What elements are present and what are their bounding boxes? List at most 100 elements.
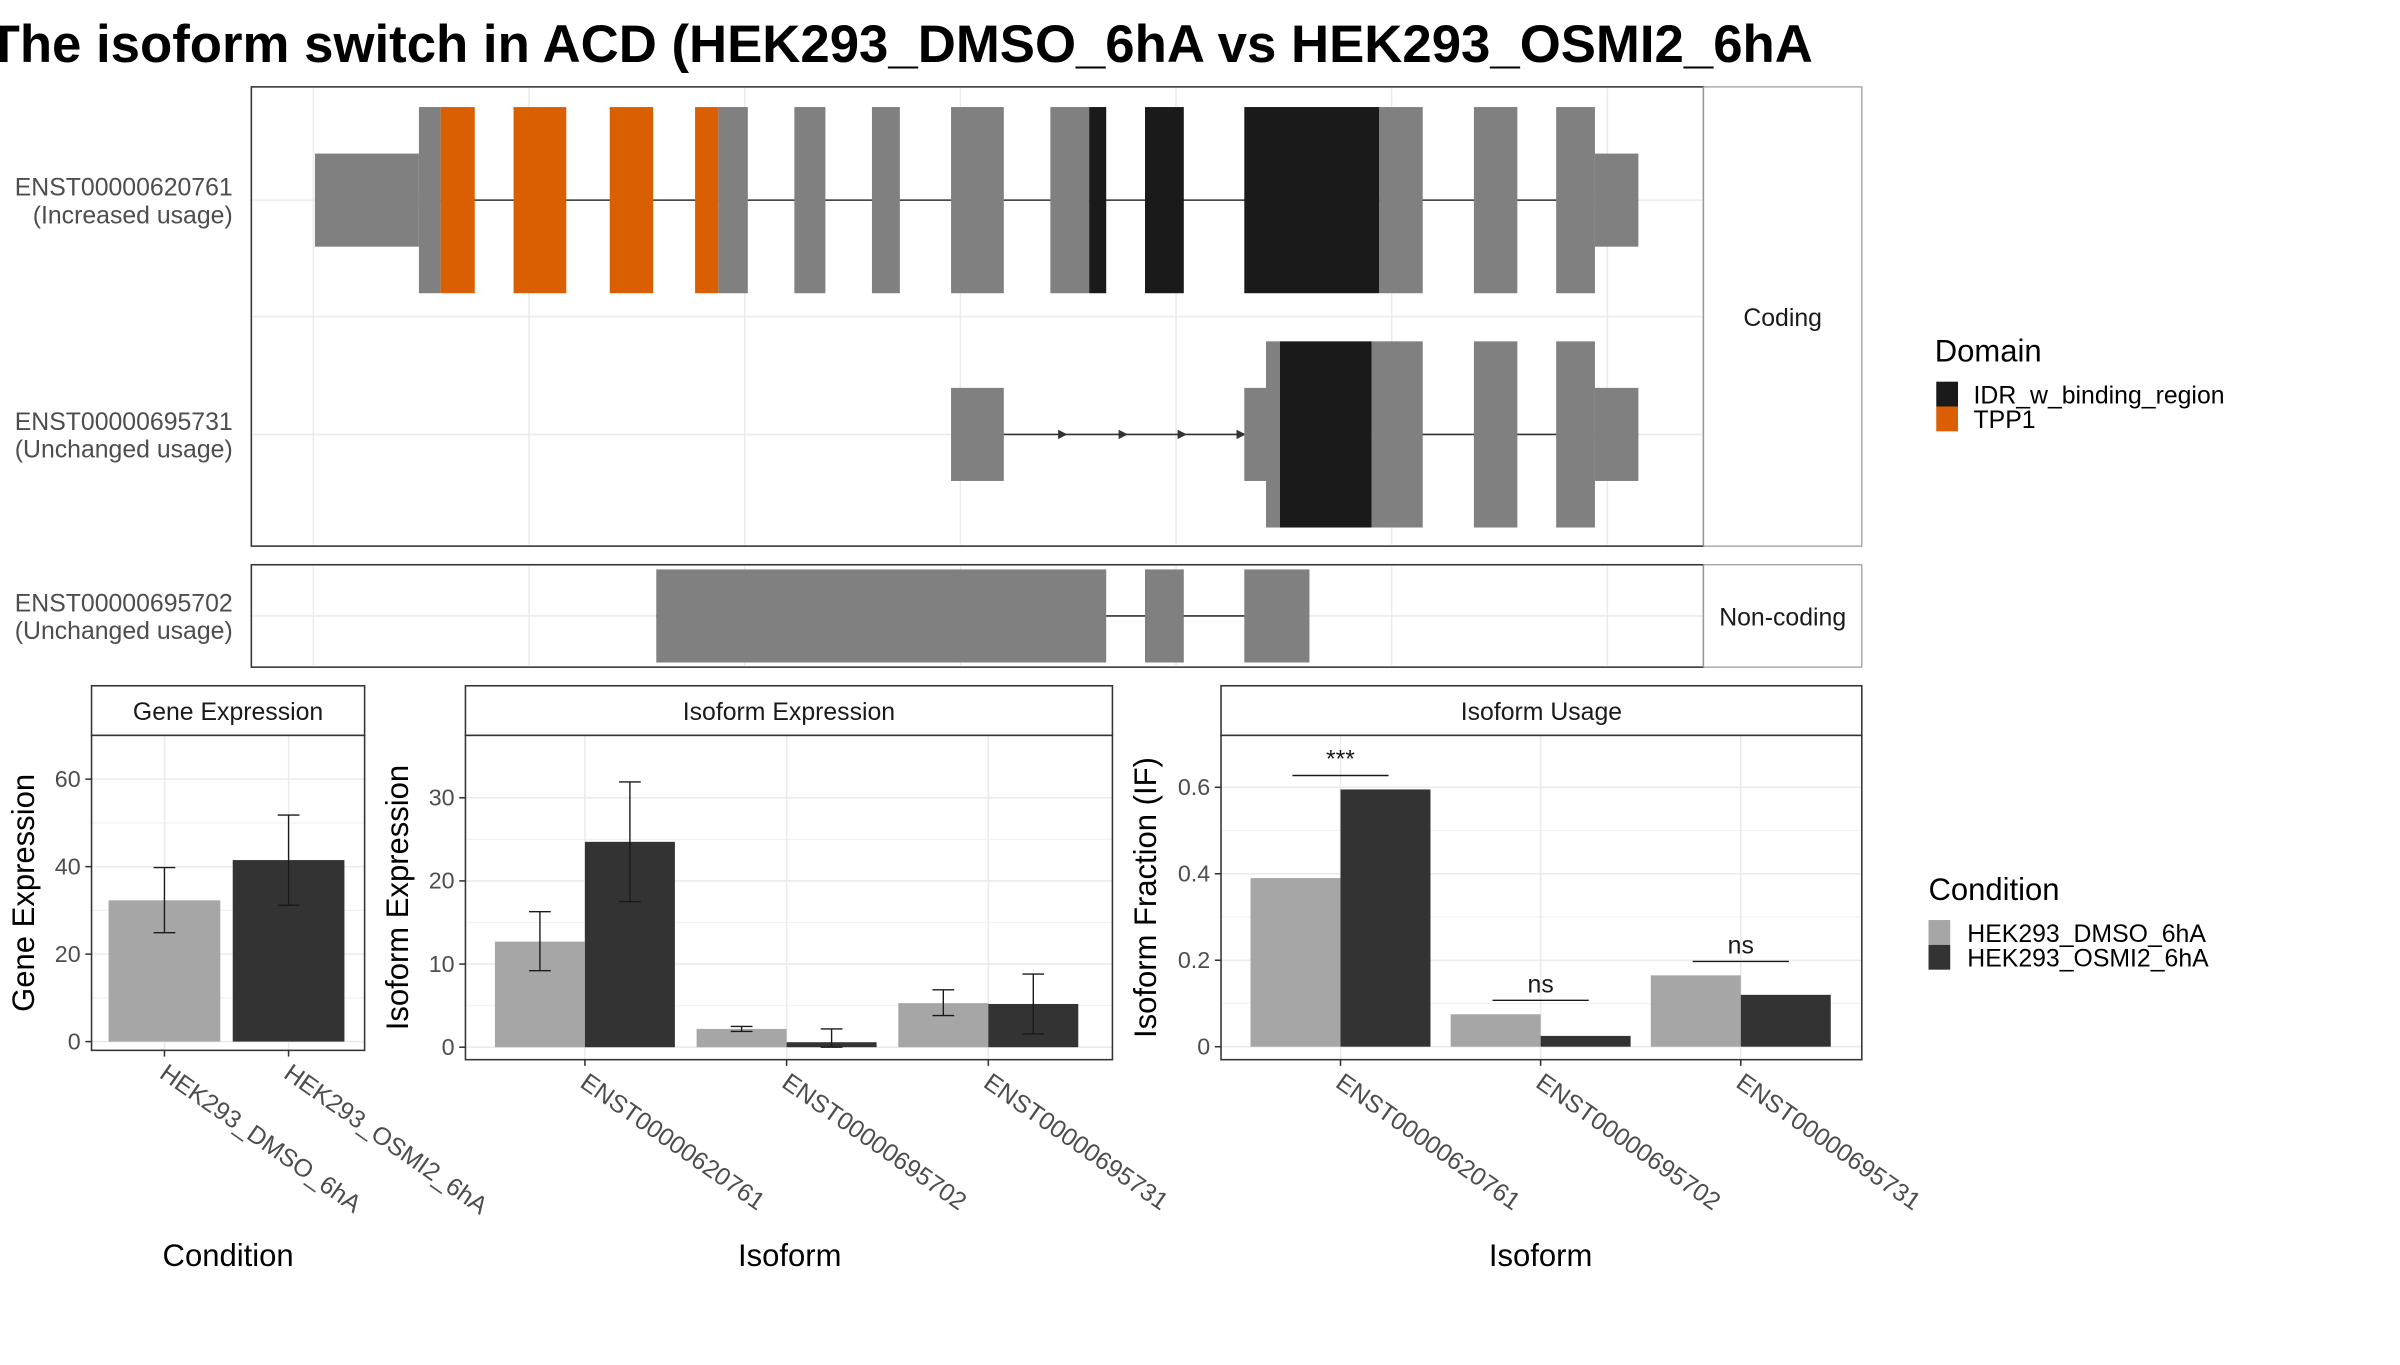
x-axis-title: Condition bbox=[163, 1238, 294, 1273]
transcript-structure-plot: Coding Non-coding bbox=[15, 86, 1863, 668]
domain-legend-title: Domain bbox=[1935, 333, 2042, 368]
panel-strip bbox=[464, 684, 1114, 737]
direction-arrow bbox=[1236, 429, 1246, 440]
x-tick-label: ENST00000620761 bbox=[1331, 1069, 1525, 1216]
y-tick-label: 20 bbox=[429, 868, 455, 894]
y-tick-label: 0 bbox=[1197, 1033, 1210, 1059]
exon bbox=[1266, 341, 1280, 528]
utr-exon bbox=[1594, 153, 1639, 247]
facet-label-noncoding: Non-coding bbox=[1719, 604, 1846, 631]
panel-title: Isoform Usage bbox=[1461, 699, 1622, 726]
significance-label: *** bbox=[1326, 747, 1355, 774]
condition-swatch-osmi2 bbox=[1928, 944, 1951, 970]
exon bbox=[951, 107, 1004, 294]
domain-label-idr: IDR_w_binding_region bbox=[1974, 382, 2225, 409]
y-axis-title: Gene Expression bbox=[6, 774, 41, 1012]
condition-legend: Condition HEK293_DMSO_6hA HEK293_OSMI2_6… bbox=[1928, 872, 2209, 973]
y-tick-label: 60 bbox=[55, 766, 81, 792]
idr-domain-exon bbox=[1244, 107, 1380, 294]
coding-strip bbox=[1702, 86, 1863, 547]
y-tick-label: 0 bbox=[442, 1034, 455, 1060]
facet-label-coding: Coding bbox=[1743, 305, 1822, 332]
significance-label: ns bbox=[1728, 933, 1754, 960]
y-axis-title: Isoform Fraction (IF) bbox=[1128, 757, 1163, 1038]
isoform-expression-chart: Isoform Expression 0 10 20 30 ENST00000620761… bbox=[380, 684, 1173, 1273]
gene-expression-chart: Gene Expression 0 20 40 60 HEK293_DMSO_6hAHEK… bbox=[6, 684, 493, 1273]
y-tick-label: 0.4 bbox=[1178, 861, 1210, 887]
exon bbox=[1473, 341, 1518, 528]
domain-label-tpp1: TPP1 bbox=[1974, 407, 2036, 434]
exon bbox=[718, 107, 748, 294]
significance-label: ns bbox=[1528, 972, 1554, 999]
isoform-label-3-id: ENST00000695702 bbox=[15, 590, 233, 617]
y-tick-label: 0 bbox=[68, 1028, 81, 1054]
bar bbox=[1250, 878, 1341, 1047]
utr-exon bbox=[1594, 387, 1639, 481]
isoform-track-1 bbox=[314, 107, 1639, 294]
bar bbox=[1450, 1014, 1541, 1047]
exon bbox=[1379, 107, 1423, 294]
panel-border bbox=[90, 734, 366, 1052]
bar bbox=[1340, 789, 1431, 1047]
x-axis-title: Isoform bbox=[1489, 1238, 1592, 1273]
bar bbox=[1740, 994, 1831, 1047]
panel-strip bbox=[90, 684, 366, 737]
y-tick-label: 10 bbox=[429, 951, 455, 977]
isoform-label-1-usage: (Increased usage) bbox=[33, 202, 233, 229]
isoform-label-3-usage: (Unchanged usage) bbox=[15, 618, 233, 645]
domain-swatch-tpp1 bbox=[1936, 406, 1958, 432]
y-tick-label: 40 bbox=[55, 853, 81, 879]
isoform-track-3 bbox=[656, 569, 1310, 663]
tpp1-domain-exon bbox=[609, 107, 654, 294]
exon bbox=[1371, 341, 1423, 528]
condition-legend-title: Condition bbox=[1929, 872, 2060, 907]
isoform-label-2-id: ENST00000695731 bbox=[15, 409, 233, 436]
isoform-usage-chart: Isoform Usage 0 0.2 0.4 0.6 *** ns ns ENST000006… bbox=[1128, 684, 1925, 1273]
condition-label-dmso: HEK293_DMSO_6hA bbox=[1967, 921, 2206, 948]
x-tick-label: ENST00000620761 bbox=[575, 1069, 769, 1216]
isoform-track-2 bbox=[951, 341, 1639, 528]
noncoding-exon bbox=[1145, 569, 1184, 663]
tpp1-domain-exon bbox=[513, 107, 567, 294]
panel-strip bbox=[1220, 684, 1863, 737]
x-tick-label: ENST00000695702 bbox=[1531, 1069, 1725, 1216]
x-tick-label: ENST00000695702 bbox=[777, 1069, 971, 1216]
y-tick-label: 20 bbox=[55, 941, 81, 967]
utr-exon bbox=[951, 387, 1004, 481]
direction-arrow bbox=[1118, 429, 1128, 440]
panel-border bbox=[464, 734, 1114, 1061]
x-tick-label: HEK293_OSMI2_6hA bbox=[279, 1060, 493, 1221]
idr-domain-exon bbox=[1089, 107, 1107, 294]
isoform-label-2-usage: (Unchanged usage) bbox=[15, 437, 233, 464]
y-tick-label: 0.2 bbox=[1178, 947, 1210, 973]
exon bbox=[1473, 107, 1518, 294]
panel-title: Gene Expression bbox=[133, 699, 323, 726]
tpp1-domain-exon bbox=[440, 107, 475, 294]
exon bbox=[794, 107, 826, 294]
exon bbox=[1556, 341, 1595, 528]
y-tick-label: 0.6 bbox=[1178, 774, 1210, 800]
figure-title: The isoform switch in ACD (HEK293_DMSO_6… bbox=[0, 15, 1813, 74]
utr-exon bbox=[1244, 387, 1267, 481]
noncoding-strip bbox=[1702, 564, 1863, 668]
utr-exon bbox=[314, 153, 419, 247]
x-axis-title: Isoform bbox=[738, 1238, 841, 1273]
idr-domain-exon bbox=[1145, 107, 1184, 294]
isoform-label-1-id: ENST00000620761 bbox=[15, 174, 233, 201]
domain-swatch-idr bbox=[1936, 381, 1958, 407]
noncoding-exon bbox=[1244, 569, 1310, 663]
x-tick-label: HEK293_DMSO_6hA bbox=[155, 1060, 366, 1219]
exon bbox=[1556, 107, 1595, 294]
condition-label-osmi2: HEK293_OSMI2_6hA bbox=[1967, 946, 2209, 973]
bar bbox=[696, 1028, 787, 1048]
exon bbox=[871, 107, 900, 294]
bar bbox=[1650, 975, 1741, 1047]
idr-domain-exon bbox=[1279, 341, 1372, 528]
x-tick-label: ENST00000695731 bbox=[1731, 1069, 1925, 1216]
direction-arrow bbox=[1058, 429, 1068, 440]
exon bbox=[418, 107, 441, 294]
y-axis-title: Isoform Expression bbox=[380, 765, 415, 1030]
domain-legend: Domain IDR_w_binding_region TPP1 bbox=[1935, 333, 2225, 434]
